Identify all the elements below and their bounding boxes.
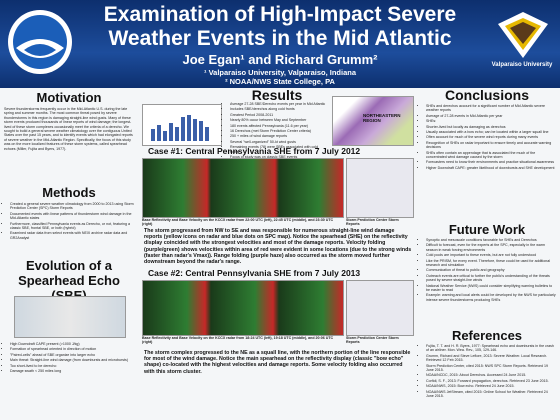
list-item: Grumm, Richard and Steve Leflore, 2013: …: [426, 354, 556, 363]
spc-map: [346, 280, 414, 336]
list-item: NOAA/NCDC, 2015: About Derechos. Accesse…: [426, 373, 556, 377]
bullet-list: High Downdraft CAPE present (>1000 J/kg)…: [4, 342, 134, 374]
bullet-list: Synoptic and mesoscale conditions favora…: [420, 238, 556, 303]
list-item: Includes SBE/derechos along cold fronts: [230, 107, 328, 111]
paragraph: Severe thunderstorms frequently occur in…: [4, 107, 133, 151]
list-item: SHEs and derechos account for a signific…: [426, 104, 556, 113]
list-item: 16 Derechos (met Storm Prediction Center…: [230, 129, 328, 133]
list: Fujita, T. T. and H. R. Byers, 1977: Spe…: [420, 344, 556, 398]
list: SHEs and derechos account for a signific…: [420, 104, 556, 170]
list-item: Formation of spearhead oriented in direc…: [10, 347, 134, 351]
spc-map: [346, 158, 414, 218]
list-item: Corfidi, S. F., 2013: Forward propagatio…: [426, 379, 556, 383]
chart-image: [142, 104, 222, 146]
list: High Downdraft CAPE present (>1000 J/kg)…: [4, 342, 134, 373]
map-label: NORTHEASTERN REGION: [363, 113, 401, 123]
list-item: Shorter-lived but locally as damaging as…: [426, 125, 556, 129]
list-item: Several "well-organized" 50-kt wind gust…: [230, 140, 328, 144]
caption: Storm Prediction Center Storm Reports: [346, 336, 399, 344]
noaa-logo: [8, 10, 72, 74]
list-item: Example: warning and local alerts could …: [426, 293, 556, 302]
paragraph: The storm progressed from NW to SE and w…: [144, 228, 412, 266]
list-item: Cold pools are important to these events…: [426, 253, 556, 257]
list-item: Average of 27-28 events in Mid Atlantic …: [426, 114, 556, 118]
list-item: Recognition of SHEs on radar important t…: [426, 141, 556, 150]
bullet-list: Average 27-28 SBE/Derecho events per yea…: [224, 102, 328, 160]
bar-chart-image: [151, 115, 209, 141]
section-heading: Results: [251, 87, 303, 103]
list-item: Often account for much of the severe win…: [426, 135, 556, 139]
bullet-list: Created a general severe weather climato…: [4, 202, 134, 241]
list-item: Higher Downdraft CAPE: greater likelihoo…: [426, 166, 556, 170]
list-item: Usually associated with a bow echo; can …: [426, 130, 556, 134]
valparaiso-logo: [498, 12, 548, 58]
list-item: Examined radar data from select events w…: [10, 231, 134, 240]
affiliation: ¹ Valparaiso University, Valparaiso, Ind…: [203, 68, 356, 77]
list: Synoptic and mesoscale conditions favora…: [420, 238, 556, 302]
list-item: Damage swath < 250 miles long: [10, 369, 134, 373]
list-item: Focus of study was on classic SBE events: [230, 155, 328, 159]
list-item: Remaining events (78) were SBEs associat…: [230, 145, 328, 154]
list-item: Main threat: Straight-line wind damage (…: [10, 358, 134, 362]
title-line: Weather Events in the Mid Atlantic: [108, 27, 452, 50]
list-item: National Weather Service (NWS) could con…: [426, 284, 556, 293]
section-heading: Methods: [42, 185, 96, 200]
header-band: [0, 0, 560, 88]
list-item: Greatest Period 2008-2011: [230, 113, 328, 117]
affiliation: ² NOAA/NWS State College, PA: [225, 77, 335, 86]
list-item: Too short-lived to be derecho: [10, 364, 134, 368]
list-item: Difficult to forecast, even for the expe…: [426, 243, 556, 252]
list-item: High Downdraft CAPE present (>1000 J/kg): [10, 342, 134, 346]
list-item: Communication of threat to public and ge…: [426, 268, 556, 272]
list-item: Created a general severe weather climato…: [10, 202, 134, 211]
list-item: Furthermore, classified Pennsylvania eve…: [10, 222, 134, 231]
list-item: Storm Prediction Center, cited 2015: NWS…: [426, 364, 556, 373]
caption: Storm Prediction Center Storm Reports: [346, 218, 399, 226]
list-item: Like the PRISM, for every event. Therefo…: [426, 259, 556, 268]
list-item: SHEs often contain an appendage that is …: [426, 151, 556, 160]
list-item: 180 events affected Pennsylvania (11.6 p…: [230, 124, 328, 128]
list-item: Synoptic and mesoscale conditions favora…: [426, 238, 556, 242]
list-item: 250 + miles of wind damage reports: [230, 134, 328, 138]
radar-images: [142, 280, 344, 336]
section-heading: Future Work: [448, 222, 526, 237]
section-heading: Motivation: [36, 90, 102, 105]
title-line: Examination of High-Impact Severe: [103, 3, 457, 26]
list-item: "Paired-cells" ahead of SBE organize int…: [10, 353, 134, 357]
case-heading: Case #1: Central Pennsylvania SHE from 7…: [148, 146, 361, 156]
diagram-image: [14, 296, 126, 338]
case-heading: Case #2: Central Pennsylvania SHE from 7…: [148, 268, 361, 278]
list: Average 27-28 SBE/Derecho events per yea…: [224, 102, 328, 159]
list-item: SHEs:: [426, 119, 556, 123]
section-heading: Conclusions: [444, 87, 529, 103]
list-item: NOAA/NWS JetStream, cited 2015: Online S…: [426, 390, 556, 399]
map-image: NORTHEASTERN REGION: [332, 96, 414, 146]
caption: Base Reflectivity and Base Velocity on t…: [142, 336, 334, 344]
authors: Joe Egan¹ and Richard Grumm²: [182, 52, 378, 67]
list-item: Forecasters need to know their environme…: [426, 160, 556, 164]
list-item: Fujita, T. T. and H. R. Byers, 1977: Spe…: [426, 344, 556, 353]
list-item: NOAA/NWS, 2015: Bow echo. Retrieved 24 J…: [426, 384, 556, 388]
bullet-list: SHEs and derechos account for a signific…: [420, 104, 556, 171]
paragraph: The storm complex progressed to the NE a…: [144, 350, 411, 375]
radar-images: [142, 158, 344, 218]
list-item: Average 27-28 SBE/Derecho events per yea…: [230, 102, 328, 106]
logo-caption: Valparaiso University: [491, 62, 553, 68]
list-item: Documented events with linear patterns o…: [10, 212, 134, 221]
section-heading: References: [451, 328, 523, 343]
list-item: Outreach events are critical to further …: [426, 274, 556, 283]
reference-list: Fujita, T. T. and H. R. Byers, 1977: Spe…: [420, 344, 556, 399]
caption: Base Reflectivity and Base Velocity on t…: [142, 218, 334, 226]
list-item: Nearly 80% occur between May and Septemb…: [230, 118, 328, 122]
list: Created a general severe weather climato…: [4, 202, 134, 240]
